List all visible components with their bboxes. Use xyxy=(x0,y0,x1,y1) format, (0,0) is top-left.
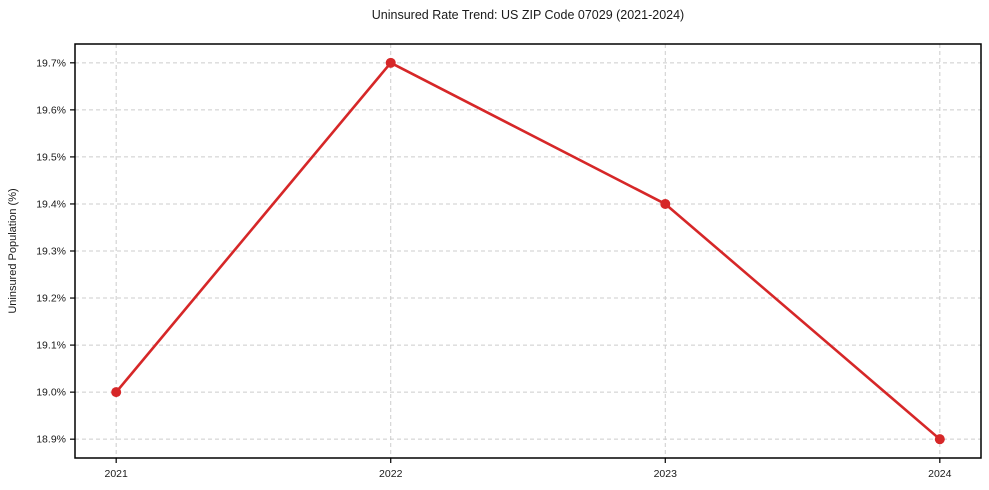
x-tick-label: 2021 xyxy=(105,468,129,480)
y-tick-label: 19.1% xyxy=(36,340,66,352)
x-tick-label: 2024 xyxy=(928,468,952,480)
chart-title: Uninsured Rate Trend: US ZIP Code 07029 … xyxy=(371,8,685,22)
x-tick-label: 2023 xyxy=(654,468,678,480)
y-tick-label: 18.9% xyxy=(36,434,66,446)
data-point xyxy=(385,57,396,68)
y-tick-label: 19.6% xyxy=(36,104,66,116)
y-tick-label: 19.5% xyxy=(36,151,66,163)
data-point xyxy=(934,434,945,445)
y-tick-label: 19.4% xyxy=(36,198,66,210)
y-tick-label: 19.3% xyxy=(36,246,66,258)
data-point xyxy=(111,387,122,398)
trend-line xyxy=(114,61,942,441)
y-tick-label: 19.2% xyxy=(36,293,66,305)
data-point xyxy=(660,198,671,209)
x-tick-label: 2022 xyxy=(379,468,403,480)
y-tick-label: 19.7% xyxy=(36,57,66,69)
y-tick-label: 19.0% xyxy=(36,387,66,399)
